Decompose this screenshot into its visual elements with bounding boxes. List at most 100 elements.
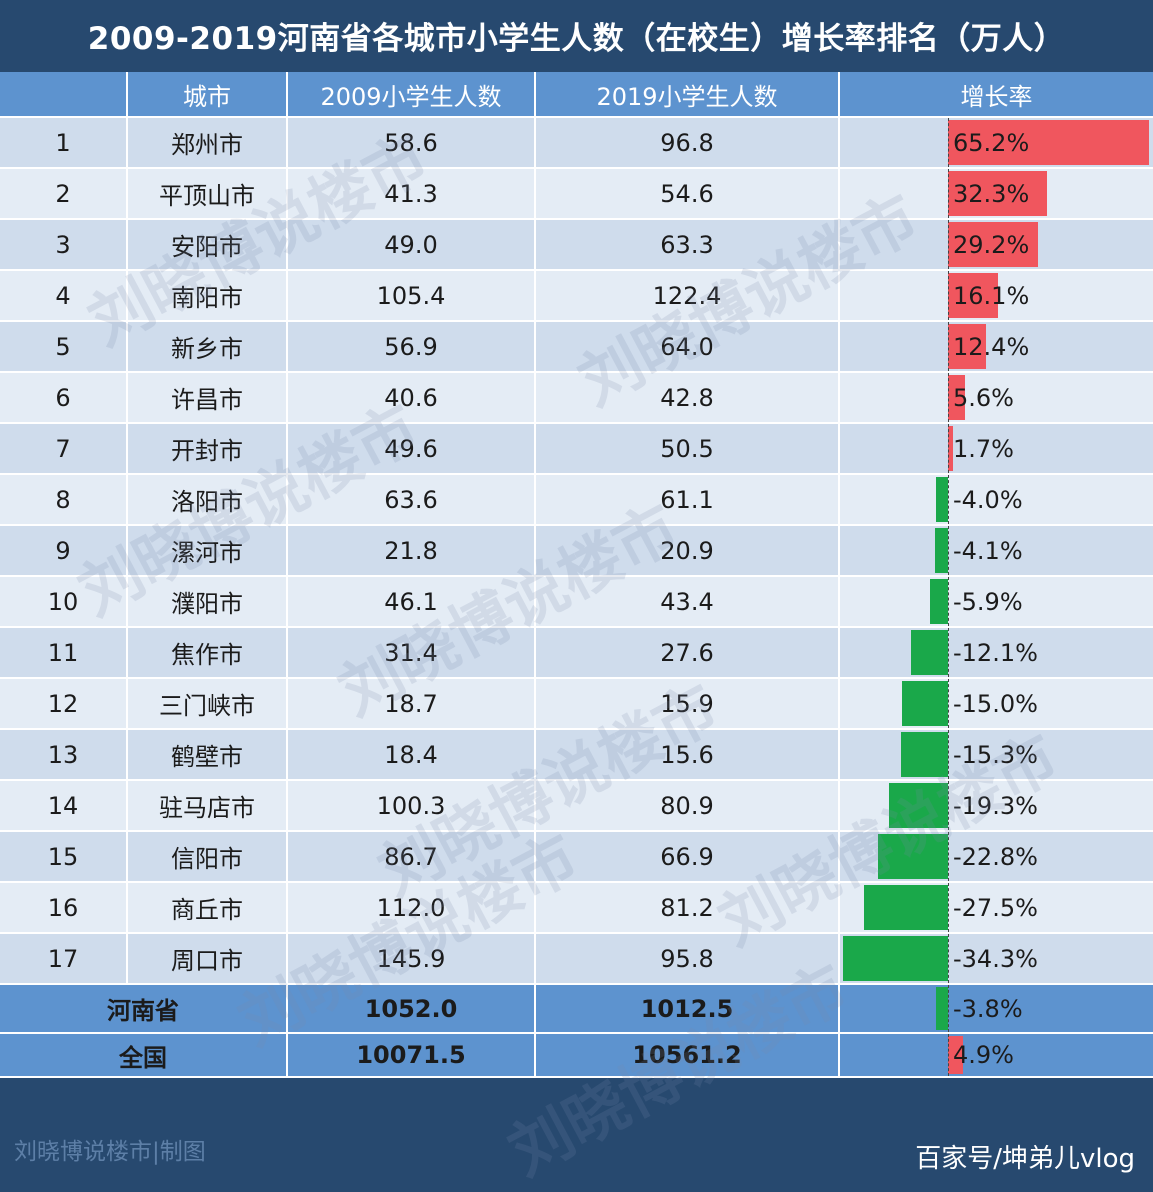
zero-axis: [948, 475, 949, 523]
growth-bar-negative: [935, 528, 948, 573]
table-row: 3 安阳市 49.0 63.3 29.2%: [0, 219, 1153, 271]
table-row: 12 三门峡市 18.7 15.9 -15.0%: [0, 678, 1153, 730]
rate-label: 65.2%: [953, 128, 1030, 157]
rate-label: -34.3%: [953, 944, 1038, 973]
rate-label: -3.8%: [953, 994, 1023, 1023]
rank-cell: 6: [0, 372, 128, 424]
rate-cell: -22.8%: [839, 831, 1153, 883]
value-2019-cell: 54.6: [535, 168, 840, 220]
table-row: 10 濮阳市 46.1 43.4 -5.9%: [0, 576, 1153, 628]
value-2009-cell: 46.1: [287, 576, 536, 628]
city-cell: 安阳市: [127, 219, 288, 271]
rank-cell: 17: [0, 933, 128, 985]
growth-bar-negative: [863, 885, 948, 930]
rate-cell: -3.8%: [839, 984, 1153, 1034]
zero-axis: [948, 526, 949, 574]
rank-cell: 8: [0, 474, 128, 526]
rate-cell: -5.9%: [839, 576, 1153, 628]
zero-axis: [948, 985, 949, 1031]
rate-cell: -27.5%: [839, 882, 1153, 934]
rank-cell: 7: [0, 423, 128, 475]
value-2019-cell: 96.8: [535, 117, 840, 169]
rank-cell: 9: [0, 525, 128, 577]
value-2009-cell: 56.9: [287, 321, 536, 373]
value-2019-cell: 43.4: [535, 576, 840, 628]
rate-label: -15.0%: [953, 689, 1038, 718]
value-2009-cell: 18.7: [287, 678, 536, 730]
value-2019-cell: 50.5: [535, 423, 840, 475]
table-row: 14 驻马店市 100.3 80.9 -19.3%: [0, 780, 1153, 832]
rate-cell: 16.1%: [839, 270, 1153, 322]
rate-cell: 1.7%: [839, 423, 1153, 475]
value-2009-cell: 86.7: [287, 831, 536, 883]
rate-cell: 32.3%: [839, 168, 1153, 220]
growth-bar-negative: [888, 783, 948, 828]
table-row: 4 南阳市 105.4 122.4 16.1%: [0, 270, 1153, 322]
rate-label: -4.0%: [953, 485, 1023, 514]
summary-2019-cell: 1012.5: [535, 984, 840, 1034]
rate-label: -27.5%: [953, 893, 1038, 922]
growth-bar-negative: [936, 987, 948, 1030]
value-2019-cell: 122.4: [535, 270, 840, 322]
growth-bar-positive: [948, 375, 966, 420]
value-2019-cell: 80.9: [535, 780, 840, 832]
growth-bar-positive: [948, 120, 1149, 165]
value-2019-cell: 64.0: [535, 321, 840, 373]
rate-label: -4.1%: [953, 536, 1023, 565]
rate-label: 29.2%: [953, 230, 1030, 259]
value-2009-cell: 49.0: [287, 219, 536, 271]
value-2009-cell: 49.6: [287, 423, 536, 475]
city-cell: 鹤壁市: [127, 729, 288, 781]
rate-label: -12.1%: [953, 638, 1038, 667]
table-row: 1 郑州市 58.6 96.8 65.2%: [0, 117, 1153, 169]
growth-bar-negative: [902, 681, 948, 726]
rate-label: 32.3%: [953, 179, 1030, 208]
zero-axis: [948, 322, 949, 370]
rate-label: 12.4%: [953, 332, 1030, 361]
growth-bar-negative: [935, 477, 948, 522]
header-rank: [0, 72, 128, 118]
rate-cell: -34.3%: [839, 933, 1153, 985]
header-rate: 增长率: [839, 72, 1153, 118]
footer-credit: 刘晓博说楼市|制图: [14, 1139, 206, 1165]
rate-cell: -19.3%: [839, 780, 1153, 832]
table-row: 11 焦作市 31.4 27.6 -12.1%: [0, 627, 1153, 679]
value-2019-cell: 15.6: [535, 729, 840, 781]
header-2019: 2019小学生人数: [535, 72, 840, 118]
rank-cell: 11: [0, 627, 128, 679]
rank-cell: 13: [0, 729, 128, 781]
header-row: 城市 2009小学生人数 2019小学生人数 增长率: [0, 72, 1153, 118]
rate-cell: 65.2%: [839, 117, 1153, 169]
value-2019-cell: 61.1: [535, 474, 840, 526]
zero-axis: [948, 220, 949, 268]
rate-cell: 12.4%: [839, 321, 1153, 373]
value-2009-cell: 18.4: [287, 729, 536, 781]
growth-bar-positive: [948, 273, 998, 318]
zero-axis: [948, 832, 949, 880]
city-cell: 信阳市: [127, 831, 288, 883]
table-body: 1 郑州市 58.6 96.8 65.2% 2 平顶山市 41.3 54.6 32.3% 3 安阳市 4…: [0, 117, 1153, 1078]
table-row: 16 商丘市 112.0 81.2 -27.5%: [0, 882, 1153, 934]
rate-cell: -4.1%: [839, 525, 1153, 577]
value-2009-cell: 112.0: [287, 882, 536, 934]
rate-cell: 5.6%: [839, 372, 1153, 424]
city-cell: 商丘市: [127, 882, 288, 934]
growth-bar-negative: [929, 579, 948, 624]
city-cell: 南阳市: [127, 270, 288, 322]
rate-cell: -4.0%: [839, 474, 1153, 526]
value-2019-cell: 63.3: [535, 219, 840, 271]
value-2009-cell: 105.4: [287, 270, 536, 322]
value-2019-cell: 27.6: [535, 627, 840, 679]
value-2009-cell: 31.4: [287, 627, 536, 679]
growth-bar-negative: [901, 732, 948, 777]
zero-axis: [948, 424, 949, 472]
header-city: 城市: [127, 72, 288, 118]
rank-cell: 15: [0, 831, 128, 883]
table-row: 2 平顶山市 41.3 54.6 32.3%: [0, 168, 1153, 220]
table-row: 5 新乡市 56.9 64.0 12.4%: [0, 321, 1153, 373]
table-row: 17 周口市 145.9 95.8 -34.3%: [0, 933, 1153, 985]
growth-bar-positive: [948, 426, 954, 471]
rate-label: 1.7%: [953, 434, 1014, 463]
rate-label: 5.6%: [953, 383, 1014, 412]
zero-axis: [948, 781, 949, 829]
